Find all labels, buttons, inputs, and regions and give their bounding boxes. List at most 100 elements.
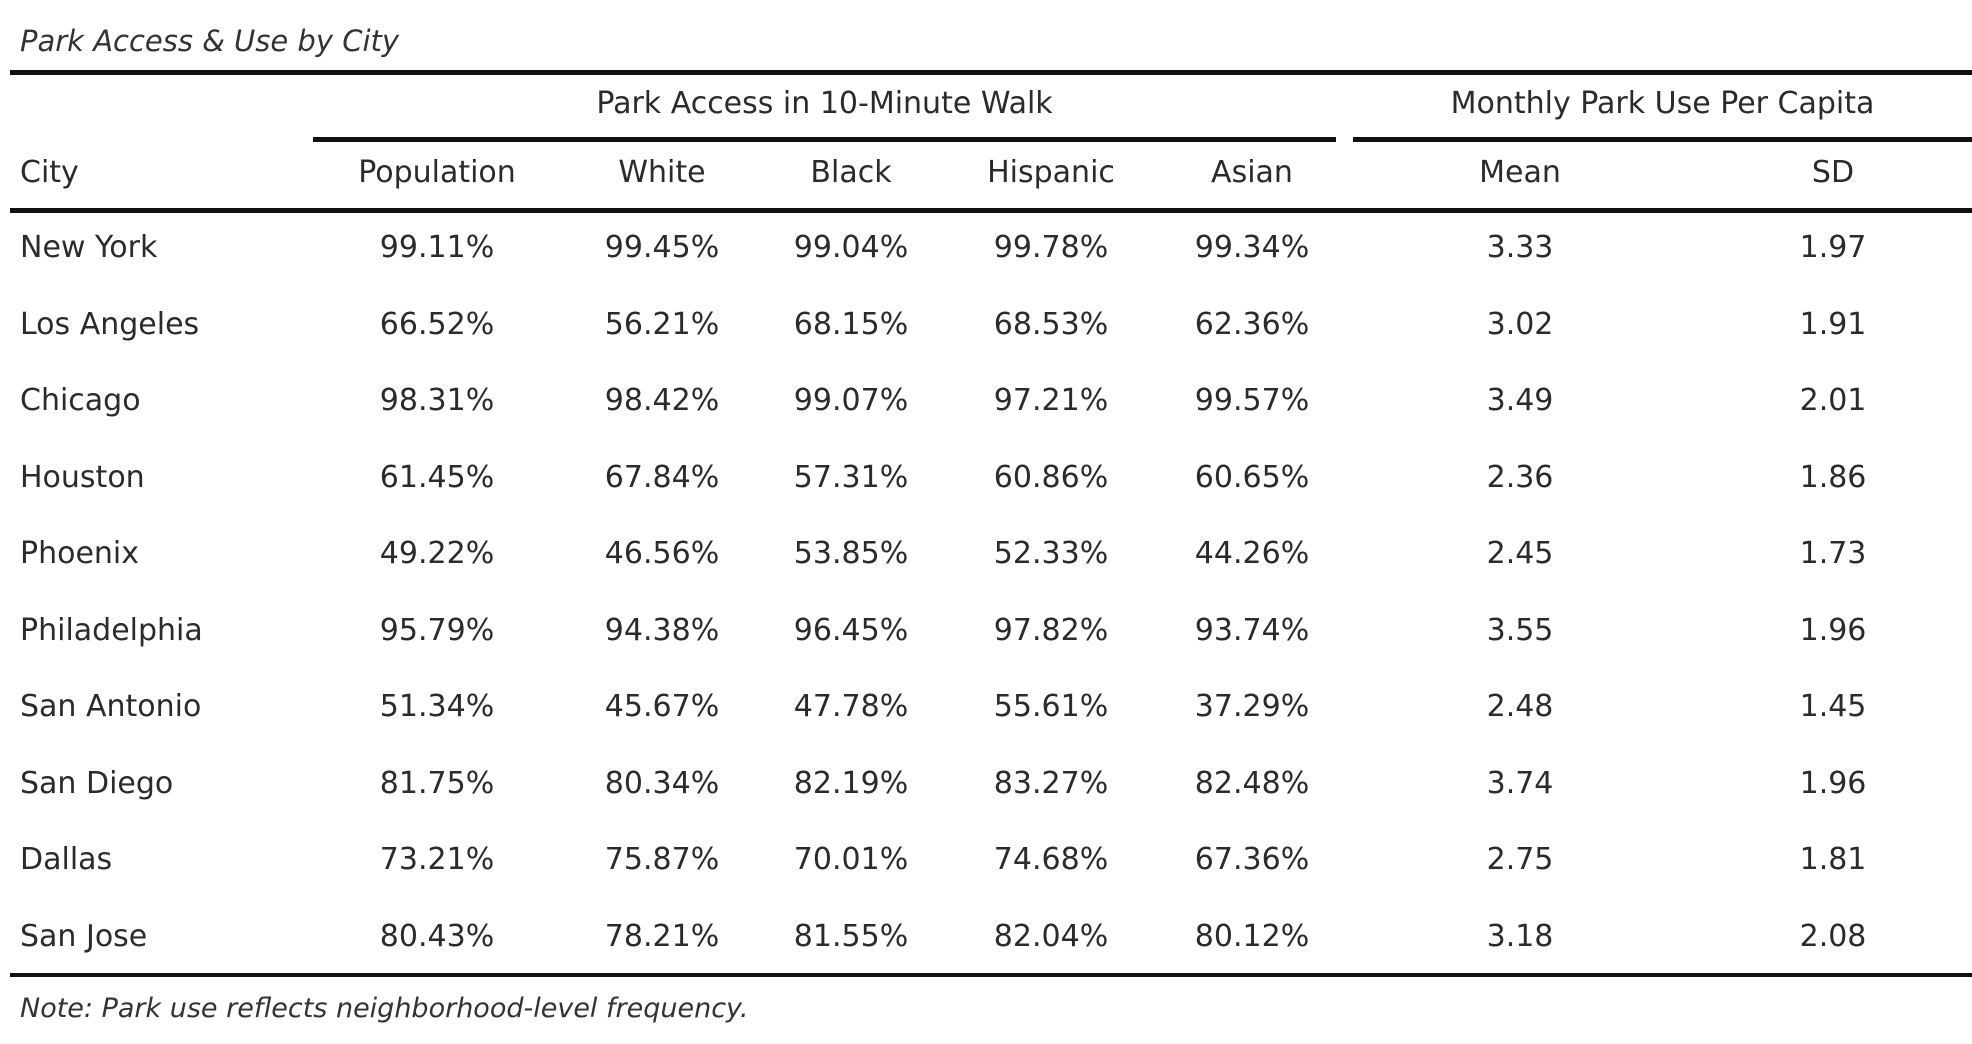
- table-cell: 68.53%: [993, 306, 1109, 342]
- table-cell: 80.12%: [1194, 918, 1310, 954]
- table-cell: 80.34%: [604, 765, 720, 801]
- column-header-black: Black: [810, 155, 892, 190]
- column-header-hispanic: Hispanic: [987, 155, 1115, 190]
- table-row: New York 99.11% 99.45% 99.04% 99.78% 99.34% 3.…: [0, 230, 1972, 306]
- table-cell: 3.55: [1486, 612, 1554, 648]
- table-cell: 75.87%: [604, 842, 720, 877]
- table-cell: 70.01%: [793, 842, 909, 877]
- table-row: San Diego 81.75% 80.34% 82.19% 83.27% 82.48% 3…: [0, 766, 1972, 842]
- city-name-cell: Phoenix: [20, 536, 140, 571]
- table-cell: 78.21%: [604, 918, 720, 954]
- group-header-use: Monthly Park Use Per Capita: [1450, 86, 1875, 121]
- table-cell: 62.36%: [1194, 306, 1310, 342]
- table-cell: 61.45%: [379, 459, 495, 495]
- table-cell: 2.08: [1799, 918, 1867, 954]
- table-cell: 1.45: [1799, 689, 1867, 724]
- table-cell: 2.48: [1486, 689, 1554, 724]
- table-cell: 97.82%: [993, 612, 1109, 648]
- table-cell: 83.27%: [993, 765, 1109, 801]
- group-rule-access: [313, 137, 1336, 142]
- table-cell: 37.29%: [1194, 689, 1310, 724]
- table-cell: 80.43%: [379, 918, 495, 954]
- table-cell: 60.65%: [1194, 459, 1310, 495]
- table-row: Los Angeles 66.52% 56.21% 68.15% 68.53% 62.36…: [0, 307, 1972, 383]
- table-note: Note: Park use reflects neighborhood-lev…: [20, 993, 749, 1024]
- table-cell: 57.31%: [793, 459, 909, 495]
- city-name-cell: San Diego: [20, 765, 174, 801]
- table-cell: 99.57%: [1194, 383, 1310, 418]
- table-cell: 95.79%: [379, 612, 495, 648]
- table-row: Dallas 73.21% 75.87% 70.01% 74.68% 67.36% 2.75…: [0, 842, 1972, 918]
- table-cell: 51.34%: [379, 689, 495, 724]
- table-cell: 2.45: [1486, 536, 1554, 571]
- table-cell: 67.84%: [604, 459, 720, 495]
- column-header-asian: Asian: [1211, 155, 1293, 190]
- table-cell: 1.96: [1799, 765, 1867, 801]
- table-cell: 2.01: [1799, 383, 1867, 418]
- city-name-cell: Houston: [20, 459, 145, 495]
- table-cell: 3.74: [1486, 765, 1554, 801]
- table-cell: 3.33: [1486, 230, 1554, 265]
- table-cell: 98.31%: [379, 383, 495, 418]
- column-header-white: White: [618, 155, 706, 190]
- table-cell: 46.56%: [604, 536, 720, 571]
- table-cell: 2.75: [1486, 842, 1554, 877]
- table-cell: 67.36%: [1194, 842, 1310, 877]
- table-cell: 82.48%: [1194, 765, 1310, 801]
- table-cell: 99.04%: [793, 230, 909, 265]
- table-cell: 55.61%: [993, 689, 1109, 724]
- column-header-population: Population: [358, 155, 516, 190]
- table-cell: 98.42%: [604, 383, 720, 418]
- table-cell: 96.45%: [793, 612, 909, 648]
- table-cell: 60.86%: [993, 459, 1109, 495]
- group-header-access: Park Access in 10-Minute Walk: [596, 86, 1053, 121]
- table-cell: 81.55%: [793, 918, 909, 954]
- city-name-cell: Philadelphia: [20, 612, 203, 648]
- table-cell: 53.85%: [793, 536, 909, 571]
- table-cell: 82.19%: [793, 765, 909, 801]
- table-cell: 45.67%: [604, 689, 720, 724]
- city-name-cell: Dallas: [20, 842, 113, 877]
- table-cell: 1.91: [1799, 306, 1867, 342]
- table-cell: 94.38%: [604, 612, 720, 648]
- table-caption: Park Access & Use by City: [20, 24, 400, 58]
- top-rule: [10, 70, 1972, 75]
- header-rule: [10, 208, 1972, 213]
- table-cell: 47.78%: [793, 689, 909, 724]
- table-cell: 93.74%: [1194, 612, 1310, 648]
- city-name-cell: San Jose: [20, 918, 148, 954]
- table-cell: 82.04%: [993, 918, 1109, 954]
- table-row: San Jose 80.43% 78.21% 81.55% 82.04% 80.12% 3.…: [0, 919, 1972, 995]
- city-name-cell: Los Angeles: [20, 306, 200, 342]
- table-cell: 3.18: [1486, 918, 1554, 954]
- table-cell: 74.68%: [993, 842, 1109, 877]
- table-cell: 99.34%: [1194, 230, 1310, 265]
- table-cell: 1.96: [1799, 612, 1867, 648]
- table-cell: 52.33%: [993, 536, 1109, 571]
- table-cell: 2.36: [1486, 459, 1554, 495]
- table-row: Phoenix 49.22% 46.56% 53.85% 52.33% 44.26% 2.4…: [0, 536, 1972, 612]
- table-cell: 1.73: [1799, 536, 1867, 571]
- city-name-cell: New York: [20, 230, 158, 265]
- table-cell: 97.21%: [993, 383, 1109, 418]
- table-cell: 99.78%: [993, 230, 1109, 265]
- table-row: Chicago 98.31% 98.42% 99.07% 97.21% 99.57% 3.4…: [0, 383, 1972, 459]
- table-cell: 56.21%: [604, 306, 720, 342]
- table-row: San Antonio 51.34% 45.67% 47.78% 55.61% 37.29…: [0, 689, 1972, 765]
- table-cell: 1.86: [1799, 459, 1867, 495]
- table-cell: 68.15%: [793, 306, 909, 342]
- city-name-cell: Chicago: [20, 383, 141, 418]
- table-cell: 99.11%: [379, 230, 495, 265]
- table-row: Houston 61.45% 67.84% 57.31% 60.86% 60.65% 2.3…: [0, 460, 1972, 536]
- table-cell: 66.52%: [379, 306, 495, 342]
- table-cell: 99.07%: [793, 383, 909, 418]
- table-cell: 44.26%: [1194, 536, 1310, 571]
- column-header-sd: SD: [1811, 155, 1855, 190]
- table-row: Philadelphia 95.79% 94.38% 96.45% 97.82% 93.7…: [0, 613, 1972, 689]
- table-cell: 49.22%: [379, 536, 495, 571]
- table-cell: 81.75%: [379, 765, 495, 801]
- bottom-rule: [10, 973, 1972, 977]
- city-name-cell: San Antonio: [20, 689, 202, 724]
- table-cell: 1.97: [1799, 230, 1867, 265]
- column-header-city: City: [20, 155, 79, 190]
